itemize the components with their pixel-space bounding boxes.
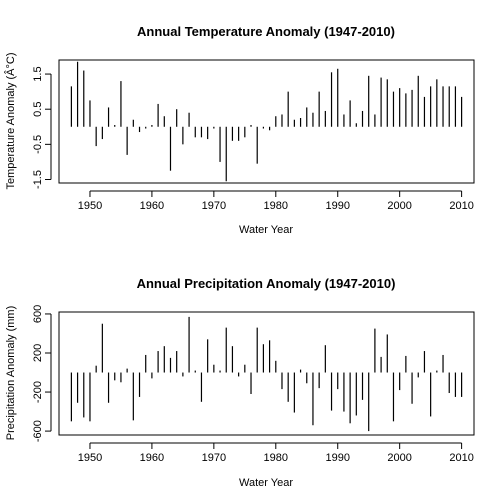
precipitation-chart: Annual Precipitation Anomaly (1947-2010)… — [5, 276, 475, 489]
precipitation-x-axis: 1950 1960 1970 1980 1990 2000 2010 — [78, 442, 474, 464]
temperature-plot-frame — [58, 59, 475, 184]
temperature-x-tick-label: 1970 — [202, 200, 226, 212]
precipitation-y-tick-label: 200 — [32, 344, 44, 362]
temperature-y-axis: -1.5 -0.5 0.5 1.5 — [32, 66, 52, 189]
precipitation-x-axis-label: Water Year — [239, 477, 293, 489]
precipitation-chart-title: Annual Precipitation Anomaly (1947-2010) — [137, 276, 396, 291]
precipitation-x-tick-label: 2010 — [449, 452, 473, 464]
precipitation-x-tick-label: 1950 — [78, 452, 102, 464]
precipitation-y-axis-label: Precipitation Anomaly (mm) — [5, 306, 17, 441]
precipitation-y-axis: -600 -200 200 600 — [32, 305, 52, 442]
precipitation-x-tick-label: 1980 — [264, 452, 288, 464]
temperature-bars — [70, 61, 463, 182]
temperature-x-tick-label: 2000 — [387, 200, 411, 212]
precipitation-plot-frame — [58, 311, 475, 436]
temperature-x-tick-label: 1960 — [140, 200, 164, 212]
temperature-x-tick-label: 1950 — [78, 200, 102, 212]
precipitation-y-tick-label: -600 — [32, 420, 44, 442]
temperature-y-axis-label: Temperature Anomaly (Â°C) — [4, 52, 17, 189]
temperature-y-tick-label: -0.5 — [32, 135, 44, 154]
temperature-chart-title: Annual Temperature Anomaly (1947-2010) — [137, 24, 395, 39]
precipitation-y-tick-label: -200 — [32, 381, 44, 403]
temperature-y-tick-label: 1.5 — [32, 66, 44, 81]
temperature-chart: Annual Temperature Anomaly (1947-2010) 1… — [4, 24, 475, 236]
precipitation-x-tick-label: 1960 — [140, 452, 164, 464]
precipitation-y-tick-label: 600 — [32, 305, 44, 323]
temperature-x-axis-label: Water Year — [239, 224, 293, 236]
precipitation-x-tick-label: 2000 — [387, 452, 411, 464]
temperature-x-tick-label: 1980 — [264, 200, 288, 212]
precipitation-bars — [70, 316, 463, 432]
temperature-x-tick-label: 1990 — [325, 200, 349, 212]
temperature-x-tick-label: 2010 — [449, 200, 473, 212]
temperature-x-axis: 1950 1960 1970 1980 1990 2000 2010 — [78, 190, 474, 212]
temperature-y-tick-label: 0.5 — [32, 102, 44, 117]
precipitation-x-tick-label: 1970 — [202, 452, 226, 464]
precipitation-x-tick-label: 1990 — [325, 452, 349, 464]
temperature-y-tick-label: -1.5 — [32, 170, 44, 189]
